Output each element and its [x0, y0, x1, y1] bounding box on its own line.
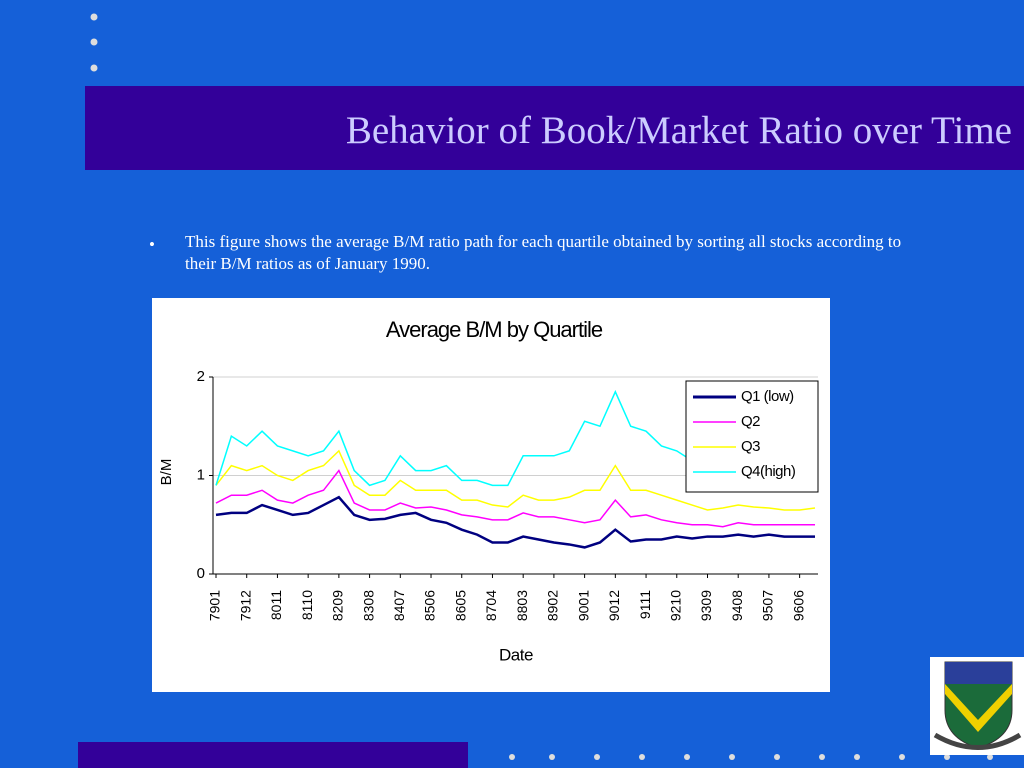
x-tick-label: 9606: [790, 590, 806, 621]
x-tick-label: 8407: [391, 590, 407, 621]
legend-label: Q4(high): [741, 463, 796, 480]
x-tick-label: 8308: [360, 590, 376, 621]
x-tick-label: 7901: [207, 590, 223, 621]
x-tick-label: 9012: [606, 590, 622, 621]
legend-label: Q3: [741, 438, 760, 455]
x-tick-label: 9001: [575, 590, 591, 621]
x-tick-label: 8209: [330, 590, 346, 621]
x-tick-label: 8506: [422, 590, 438, 621]
x-tick-label: 7912: [237, 590, 253, 621]
y-axis-label: B/M: [158, 459, 175, 486]
x-tick-label: 8902: [545, 590, 561, 621]
x-tick-label: 9111: [637, 590, 653, 619]
legend-label: Q2: [741, 413, 760, 430]
chart-title: Average B/M by Quartile: [386, 317, 603, 342]
x-tick-label: 8605: [452, 590, 468, 621]
chart: Average B/M by Quartile Date B/M 0 1 2 7901…: [152, 298, 830, 692]
slide-title: Behavior of Book/Market Ratio over Time: [345, 109, 1012, 152]
x-tick-label: 8011: [268, 590, 284, 620]
y-tick-label: 1: [197, 466, 205, 483]
x-tick-label: 8704: [483, 590, 499, 621]
bullet-text: This figure shows the average B/M ratio …: [185, 232, 902, 273]
series-line: [215, 449, 816, 511]
x-tick-label: 9408: [729, 590, 745, 621]
x-tick-label: 9210: [667, 590, 683, 621]
x-tick-label: 9309: [698, 590, 714, 621]
y-tick-label: 2: [197, 368, 205, 385]
legend-box: [685, 380, 819, 493]
svg-text:•: •: [149, 235, 155, 254]
y-tick-label: 0: [197, 565, 205, 582]
x-tick-label: 8803: [514, 590, 530, 621]
x-tick-label: 8110: [299, 590, 315, 620]
legend-label: Q1 (low): [741, 388, 794, 405]
series-line: [215, 495, 815, 549]
x-tick-label: 9507: [760, 590, 776, 621]
chart-background: [152, 298, 830, 692]
x-axis-label: Date: [499, 645, 533, 664]
series-line: [215, 469, 815, 528]
